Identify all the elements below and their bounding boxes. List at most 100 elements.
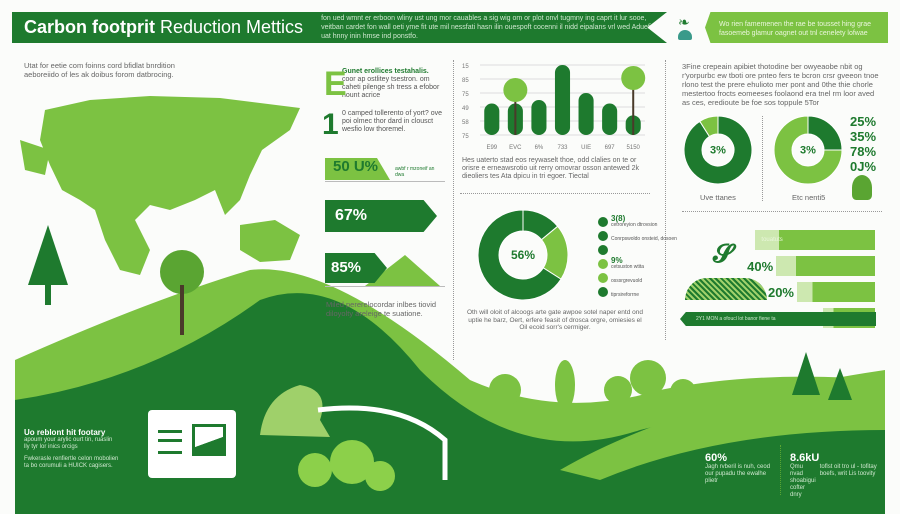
y-tick-label: 15 bbox=[462, 64, 469, 70]
document-card-icon[interactable] bbox=[148, 410, 236, 478]
hbar-row: 20% bbox=[745, 282, 875, 302]
x-tick-label: EVC bbox=[509, 145, 522, 151]
stat-one: 1 0 camped tollerento of yort? ove poi o… bbox=[322, 110, 444, 140]
percent-item: 0J% bbox=[850, 159, 877, 174]
stat-one-text: 0 camped tollerento of yort? ove poi olm… bbox=[342, 110, 443, 133]
tree-trunk bbox=[514, 90, 517, 135]
y-tick-label: 75 bbox=[462, 134, 469, 140]
donut-chart-uve: 3% bbox=[684, 116, 752, 184]
legend-swatch bbox=[598, 259, 608, 269]
pattern-mound bbox=[685, 278, 767, 300]
bar bbox=[578, 93, 594, 135]
hbar-row: touatuts bbox=[745, 230, 875, 250]
page-title: Carbon footprit Reduction Mettics bbox=[24, 17, 304, 37]
legend-item: Conrpswoldo onsteid, dosoen bbox=[598, 229, 677, 243]
legend-swatch bbox=[598, 273, 608, 283]
donut-chart: 56% bbox=[478, 210, 568, 300]
banner-85-value: 85% bbox=[325, 253, 387, 283]
footer-text2: Fwkerasle renfiertle celon mobolien ta b… bbox=[24, 456, 119, 469]
bar bbox=[554, 65, 571, 135]
legend-swatch bbox=[598, 217, 608, 227]
percent-item: 78% bbox=[850, 144, 877, 159]
x-tick-label: 733 bbox=[557, 145, 568, 151]
footer-stat-2-text: Qmu nvad shoabigui cofter dnry bbox=[790, 464, 816, 498]
stats-caption: Miled pererelocordar inlbes tiovid diloy… bbox=[326, 300, 437, 318]
x-tick-label: 5150 bbox=[627, 145, 641, 151]
footer-stat-2-text2: toflst oit tro ul - tofitay boefs, writ … bbox=[819, 464, 877, 477]
header-banner: Carbon footprit Reduction Mettics fon ue… bbox=[12, 12, 667, 43]
legend-text: osssrgrevuold bbox=[611, 278, 643, 284]
divider bbox=[453, 60, 454, 360]
footer-text: Uo reblont hit footary apoum your arylic… bbox=[24, 428, 119, 470]
x-tick-label: E99 bbox=[486, 145, 497, 151]
donut-slice bbox=[478, 210, 562, 300]
right-intro: 3Fine crepeain apibiet thotodine ber owy… bbox=[682, 62, 879, 107]
tree-icon bbox=[503, 78, 528, 102]
legend-swatch bbox=[598, 231, 608, 241]
bottom-arrow-banner: 2Y1 MON a ofoucl lot banor fiene ta bbox=[680, 312, 876, 326]
legend-text: tiprsireforrne bbox=[611, 292, 640, 298]
stat-one-number: 1 bbox=[322, 108, 339, 141]
donut-center-label: 3% bbox=[710, 145, 726, 157]
world-map bbox=[20, 96, 300, 275]
banner-67-value: 67% bbox=[335, 207, 368, 224]
x-tick-label: 697 bbox=[605, 145, 616, 151]
donut-uve-caption: Uve ttanes bbox=[700, 193, 736, 202]
tree-icon bbox=[621, 66, 646, 90]
donut-center-label: 56% bbox=[511, 248, 535, 262]
image-icon bbox=[192, 424, 226, 456]
bar bbox=[602, 103, 618, 135]
header-blurb: fon ued wmnt er erboon wliny ust ung mor… bbox=[321, 15, 652, 40]
footer-stat-1-value: 60% bbox=[705, 452, 728, 464]
bar-chart-caption: Hes uaterto stad eos reywaselt thoe, odd… bbox=[462, 157, 640, 180]
x-tick-label: 6% bbox=[535, 145, 544, 151]
stat-e: E Gunet erollices testahalis. coor ap os… bbox=[324, 65, 444, 103]
banner-67: 67% bbox=[325, 200, 437, 232]
hbar bbox=[776, 256, 875, 276]
footer-title: Uo reblont hit footary bbox=[24, 428, 106, 437]
x-tick-label: UIE bbox=[581, 145, 591, 151]
footer-stat-1-text: Jagh rvberil is nuh, ceod our pupadu the… bbox=[705, 464, 771, 484]
footer-text1: apoum your arylic ourt tin, ruaslin lly … bbox=[24, 437, 113, 450]
footer-stat-2: 8.6kU Qmu nvad shoabigui cofter dnry tof… bbox=[790, 452, 885, 499]
divider bbox=[762, 116, 763, 201]
hbar-row: 40% bbox=[745, 256, 875, 276]
legend-item bbox=[598, 243, 677, 257]
donut-slice bbox=[684, 116, 752, 184]
leaf-icon: ❧ bbox=[678, 14, 690, 30]
legend-text: 3(8) cetroreyion dtrovsion bbox=[611, 214, 658, 228]
left-intro: Utat for eetie com foinns cord bfidlat b… bbox=[24, 61, 175, 79]
donut-center-label: 3% bbox=[800, 145, 816, 157]
banner-50: 50 U% awbf r mzoneif an dwa bbox=[325, 158, 445, 182]
plant-icon bbox=[852, 175, 872, 200]
legend-swatch bbox=[598, 287, 608, 297]
footer-stat-1: 60% Jagh rvberil is nuh, ceod our pupadu… bbox=[705, 452, 775, 485]
leaf-swirl-icon: 𝓢 bbox=[713, 238, 734, 268]
bar bbox=[484, 103, 500, 135]
bar-chart: 15 85 75 49 58 75 E99 EVC 6% 733 UIE 697 5150 bbox=[462, 64, 646, 151]
hbar bbox=[797, 282, 875, 302]
bar bbox=[531, 100, 547, 135]
y-tick-label: 58 bbox=[462, 120, 469, 126]
donut-caption: Oth will oloit of alcoogs arte gate awpo… bbox=[467, 309, 643, 331]
percent-item: 35% bbox=[850, 129, 877, 144]
y-tick-label: 85 bbox=[462, 78, 469, 84]
legend-text: 9% cetsuston wtita bbox=[611, 256, 645, 270]
donut-chart-etc: 3% bbox=[774, 116, 842, 184]
hbar: touatuts bbox=[755, 230, 875, 250]
y-tick-label: 75 bbox=[462, 92, 469, 98]
divider bbox=[665, 60, 666, 340]
banner-50-note: awbf r mzoneif an dwa bbox=[395, 166, 435, 178]
stat-e-letter: E bbox=[324, 65, 347, 103]
legend-item: 9% cetsuston wtita bbox=[598, 257, 677, 271]
percent-list: 25% 35% 78% 0J% bbox=[850, 114, 876, 174]
donut-legend: 3(8) cetroreyion dtrovsion Conrpswoldo ons… bbox=[598, 215, 677, 299]
cloud-icon bbox=[678, 30, 692, 40]
y-tick-label: 49 bbox=[462, 106, 469, 112]
hbar-label: 20% bbox=[767, 284, 794, 300]
divider bbox=[682, 211, 882, 212]
banner-85: 85% bbox=[325, 253, 445, 287]
divider bbox=[460, 193, 650, 194]
donut-slice bbox=[699, 116, 719, 138]
footer-stat-2-value: 8.6kU bbox=[790, 452, 820, 464]
